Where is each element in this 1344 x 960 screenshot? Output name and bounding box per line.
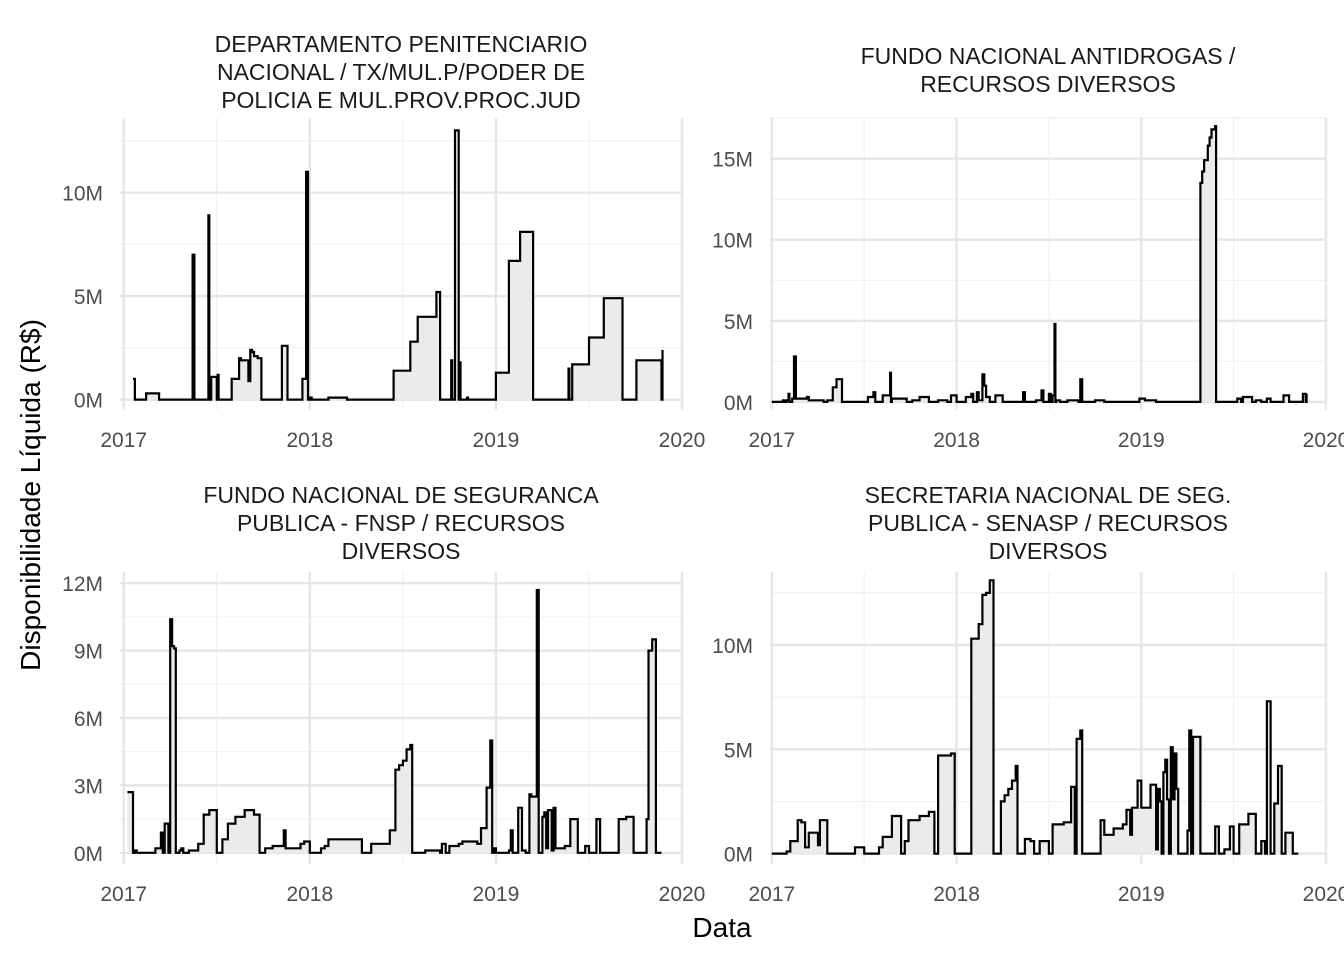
x-tick-label: 2017 <box>100 429 147 452</box>
series-line <box>771 125 1308 403</box>
panel-title-line: PUBLICA - SENASP / RECURSOS <box>868 510 1228 536</box>
x-tick-label: 2019 <box>473 429 520 452</box>
x-axis-label: Data <box>692 912 752 943</box>
facet-panel-4: 2017 2018 2019 2020 0M 5M 10M SECRETARIA NACION… <box>712 482 1344 906</box>
x-tick-label: 2020 <box>1303 883 1344 906</box>
x-tick-label: 2020 <box>1303 429 1344 452</box>
x-tick-label: 2019 <box>1118 883 1165 906</box>
x-tick-label: 2017 <box>100 883 147 906</box>
y-tick-label: 9M <box>74 641 103 664</box>
y-tick-label: 6M <box>74 708 103 731</box>
x-tick-label: 2017 <box>748 883 795 906</box>
panel-title-line: PUBLICA - FNSP / RECURSOS <box>237 510 565 536</box>
y-tick-label: 5M <box>74 286 103 309</box>
x-tick-label: 2018 <box>933 429 980 452</box>
y-tick-label: 15M <box>712 149 753 172</box>
series-area <box>133 130 663 400</box>
y-tick-label: 0M <box>74 843 103 866</box>
y-tick-label: 10M <box>712 635 753 658</box>
facet-panels: 2017 2018 2019 2020 0M 5M 10M DEPARTAMENTO PENI… <box>62 31 1344 906</box>
x-tick-label: 2019 <box>473 883 520 906</box>
panel-title-line: DIVERSOS <box>342 538 461 564</box>
panel-title-line: RECURSOS DIVERSOS <box>920 71 1176 97</box>
facet-panel-3: 2017 2018 2019 2020 0M 3M 6M 9M 12M FUNDO NACIONA… <box>62 482 705 906</box>
x-tick-label: 2018 <box>933 883 980 906</box>
y-axis-label: Disponibilidade Líquida (R$) <box>15 319 46 671</box>
panel-title-line: DEPARTAMENTO PENITENCIARIO <box>215 31 588 57</box>
series-line <box>127 588 662 854</box>
facet-panel-2: 2017 2018 2019 2020 0M 5M 10M 15M FUNDO NACIONAL… <box>712 43 1344 452</box>
facet-panel-1: 2017 2018 2019 2020 0M 5M 10M DEPARTAMENTO PENI… <box>62 31 705 452</box>
y-tick-label: 3M <box>74 775 103 798</box>
panel-title-line: POLICIA E MUL.PROV.PROC.JUD <box>221 87 581 113</box>
x-tick-label: 2018 <box>286 883 333 906</box>
y-tick-label: 0M <box>724 392 753 415</box>
y-tick-label: 5M <box>724 311 753 334</box>
x-tick-label: 2018 <box>286 429 333 452</box>
y-tick-label: 5M <box>724 739 753 762</box>
y-tick-label: 10M <box>712 230 753 253</box>
x-tick-label: 2020 <box>659 429 706 452</box>
panel-title-line: FUNDO NACIONAL DE SEGURANCA <box>203 482 599 508</box>
panel-title-line: FUNDO NACIONAL ANTIDROGAS / <box>861 43 1236 69</box>
y-tick-label: 10M <box>62 183 103 206</box>
y-tick-label: 0M <box>724 844 753 867</box>
x-tick-label: 2017 <box>748 429 795 452</box>
y-tick-label: 12M <box>62 573 103 596</box>
panel-title-line: SECRETARIA NACIONAL DE SEG. <box>865 482 1232 508</box>
series-line <box>133 129 664 401</box>
series-area <box>771 580 1299 854</box>
panel-title-line: NACIONAL / TX/MUL.P/PODER DE <box>217 59 585 85</box>
panel-title-line: DIVERSOS <box>989 538 1108 564</box>
y-tick-label: 0M <box>74 390 103 413</box>
series-line <box>771 579 1299 855</box>
x-tick-label: 2019 <box>1118 429 1165 452</box>
series-area <box>771 126 1307 402</box>
x-tick-label: 2020 <box>659 883 706 906</box>
